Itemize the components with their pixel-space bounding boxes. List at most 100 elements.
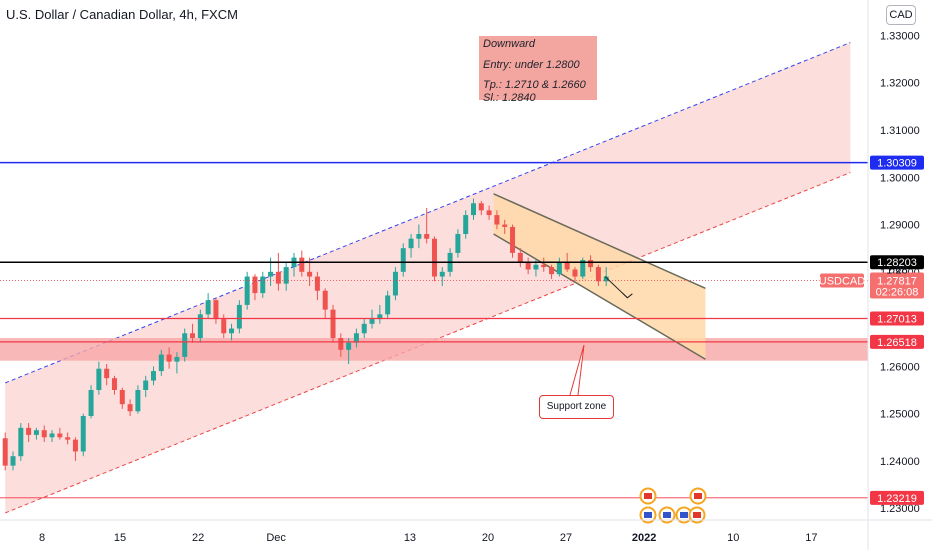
candle-body	[88, 390, 94, 416]
price-tick-label: 1.30000	[880, 172, 920, 184]
candle-body	[408, 238, 414, 249]
candle-body	[564, 262, 570, 270]
price-tick-label: 1.31000	[880, 125, 920, 137]
candle-body	[151, 371, 156, 381]
chart-title: U.S. Dollar / Canadian Dollar, 4h, FXCM	[6, 7, 238, 22]
candle-body	[197, 314, 203, 338]
price-tick-label: 1.29000	[880, 220, 920, 232]
candle-body	[385, 295, 391, 315]
candle-body	[80, 416, 86, 452]
candle-body	[549, 267, 555, 275]
price-tick-label: 1.23000	[880, 503, 920, 515]
candle-body	[229, 328, 235, 334]
time-tick-label: 13	[404, 532, 416, 544]
last-close-partial: 1.28	[886, 264, 907, 276]
event-flag-icon	[663, 512, 671, 518]
symbol-tag	[820, 273, 864, 288]
price-tick-label: 1.26000	[880, 361, 920, 373]
candle-body	[213, 300, 219, 320]
candle-body	[41, 430, 47, 438]
event-flag-icon	[680, 512, 688, 518]
candle-body	[299, 257, 305, 272]
price-level-tag	[870, 311, 924, 326]
candle-body	[392, 271, 398, 296]
price-level-tag-label: 1.28203	[877, 257, 917, 269]
projection-arrow-head	[622, 292, 633, 299]
candle-body	[400, 248, 406, 272]
candle-body	[431, 238, 437, 277]
candle-body	[353, 333, 359, 343]
price-level-tag-label: 1.27013	[877, 313, 917, 325]
candle-body	[205, 300, 211, 315]
candle-body	[260, 276, 266, 294]
candle-body	[556, 262, 562, 275]
candle-body	[190, 333, 196, 338]
price-level-tag	[870, 155, 924, 170]
price-tick-label: 1.33000	[880, 30, 920, 42]
candle-body	[494, 215, 500, 225]
candle-body	[119, 390, 125, 405]
candle-body	[2, 438, 8, 466]
candle-body	[244, 276, 250, 305]
candle-body	[517, 252, 523, 263]
note-line-tp: Tp.: 1.2710 & 1.2660	[483, 79, 586, 91]
event-flag-icon	[644, 512, 652, 518]
down-channel-lower-line	[493, 233, 706, 360]
down-channel-upper-line	[493, 193, 706, 290]
up-channel-fill	[5, 42, 851, 513]
time-tick-label: 15	[114, 532, 126, 544]
price-tick-label: 1.25000	[880, 409, 920, 421]
currency-button[interactable]: CAD	[886, 5, 916, 25]
callout-pointer	[569, 344, 585, 396]
candle-body	[533, 264, 539, 270]
candle-body	[127, 404, 133, 412]
candle-body	[338, 338, 344, 350]
candle-body	[252, 276, 258, 294]
candle-body	[471, 203, 477, 216]
candle-body	[307, 271, 313, 277]
time-tick-label: 2022	[632, 532, 656, 544]
candle-body	[65, 437, 71, 440]
candle-body	[10, 456, 16, 466]
candle-body	[111, 378, 117, 390]
candle-body	[603, 276, 609, 282]
candle-body	[486, 210, 492, 216]
note-line-entry: Entry: under 1.2800	[483, 58, 580, 71]
candle-body	[463, 215, 469, 234]
candle-body	[57, 433, 63, 438]
candle-body	[369, 319, 375, 324]
candle-body	[346, 342, 352, 350]
candle-body	[49, 433, 55, 438]
candle-body	[330, 309, 336, 338]
candle-body	[182, 333, 188, 357]
up-channel-upper-line	[5, 42, 851, 384]
candle-body	[424, 234, 430, 239]
candle-body	[158, 354, 164, 372]
support-zone-band	[0, 338, 868, 361]
note-line-sl: Sl.: 1.2840	[483, 91, 536, 104]
candle-body	[588, 260, 594, 268]
candle-body	[166, 354, 172, 362]
candle-body	[439, 271, 445, 277]
note-line-direction: Downward	[483, 38, 535, 50]
trade-note: Downward Entry: under 1.2800 Tp.: 1.2710…	[479, 36, 597, 104]
price-tick-label: 1.32000	[880, 78, 920, 90]
candle-body	[572, 269, 578, 277]
candle-body	[104, 368, 110, 379]
time-tick-label: 20	[482, 532, 494, 544]
time-tick-label: Dec	[266, 532, 286, 544]
candle-body	[322, 290, 328, 310]
price-level-tag-label: 1.30309	[877, 158, 917, 170]
current-price-countdown: 02:26:08	[876, 286, 919, 298]
candle-body	[33, 430, 39, 435]
event-flag-icon	[644, 493, 652, 499]
candle-body	[595, 267, 601, 282]
current-price-value: 1.27817	[877, 275, 917, 287]
candle-body	[416, 234, 422, 239]
candle-body	[135, 390, 141, 412]
price-level-tag	[870, 334, 924, 349]
price-tick-label: 1.24000	[880, 456, 920, 468]
candle-body	[236, 304, 242, 329]
time-tick-label: 17	[805, 532, 817, 544]
